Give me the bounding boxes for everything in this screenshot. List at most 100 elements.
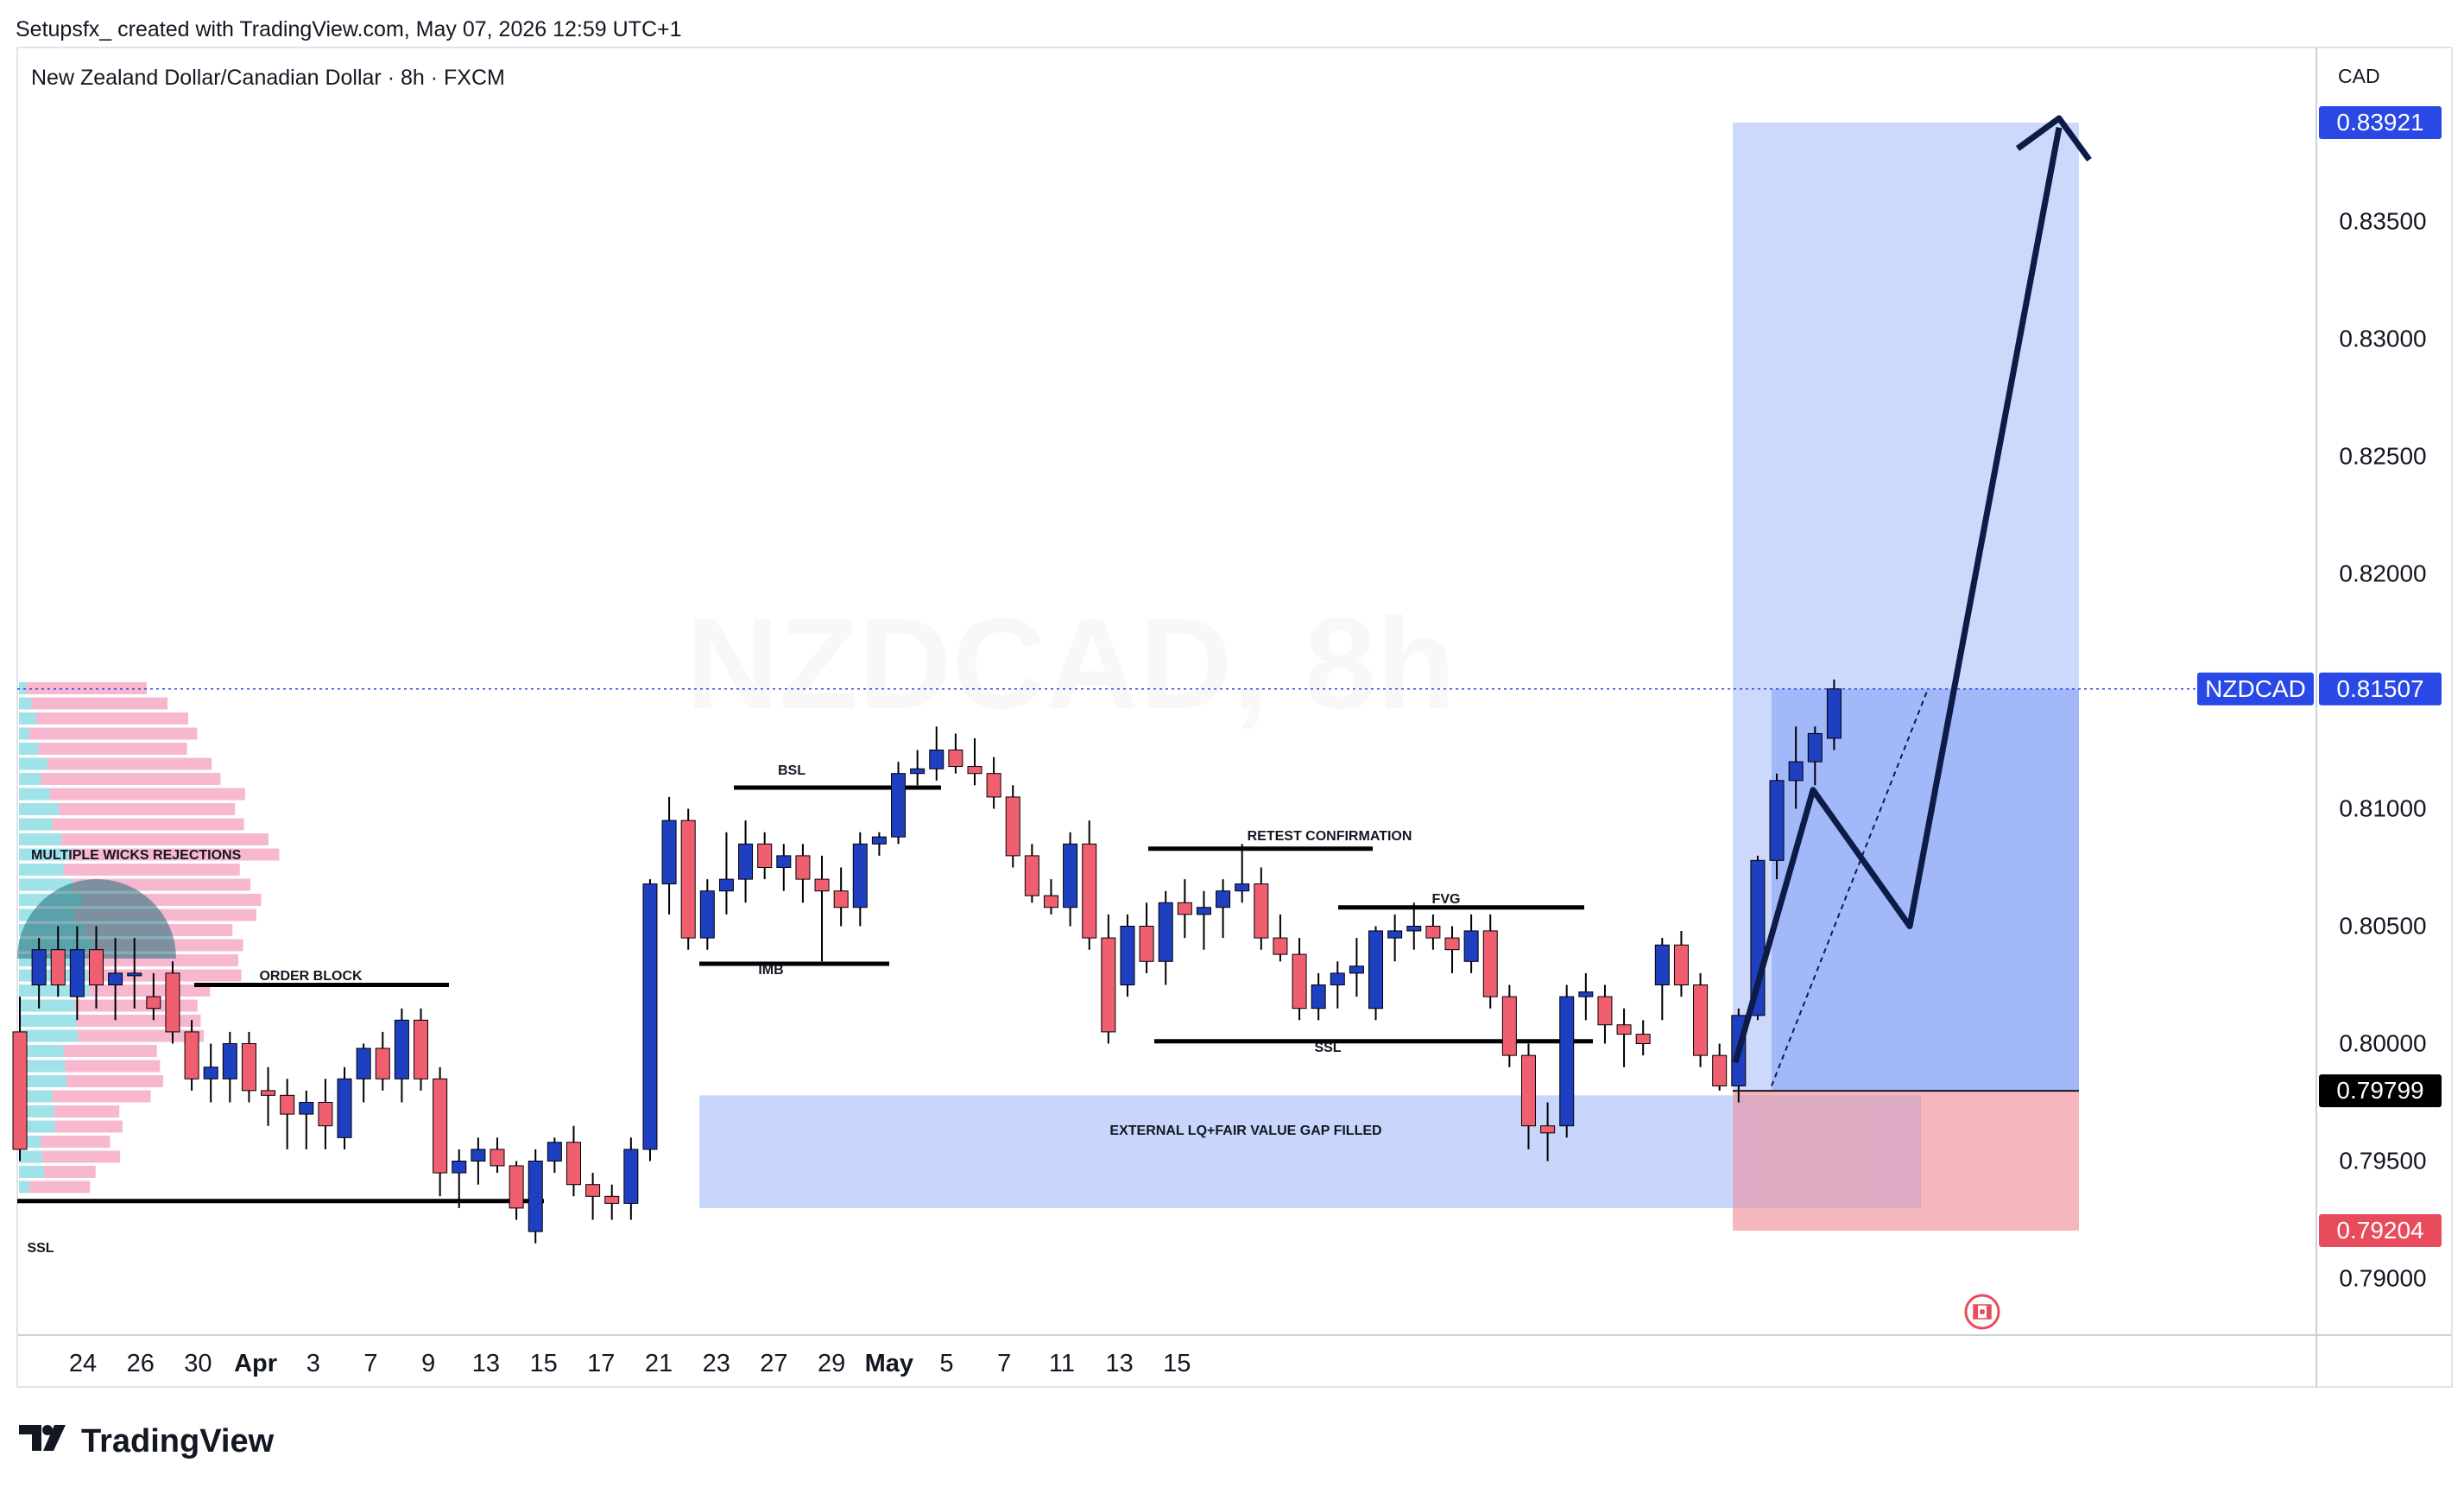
profile-bar-pink	[42, 1150, 121, 1163]
candle-body	[604, 1195, 620, 1204]
candle	[852, 832, 868, 927]
profile-bar-cyan	[19, 1181, 30, 1193]
candles-layer	[12, 679, 1842, 1244]
candle-body	[757, 843, 773, 868]
candle	[1463, 914, 1479, 973]
candle	[203, 1043, 218, 1103]
candle	[986, 756, 1001, 809]
flag-icon[interactable]	[1964, 1294, 2000, 1330]
profile-bar-cyan	[19, 757, 48, 770]
profile-bar-pink	[65, 1060, 161, 1073]
candle	[871, 832, 887, 856]
stop-price-tag: 0.79204	[2336, 1217, 2423, 1244]
time-tick: 30	[184, 1350, 212, 1377]
trend-dashed-line	[1771, 691, 1928, 1086]
candle-body	[433, 1078, 448, 1174]
candle	[1235, 844, 1250, 903]
price-axis[interactable]: 0.79000 0.79500 0.80000 0.80500 0.81000 0.815…	[2197, 105, 2442, 1292]
candle	[661, 796, 677, 915]
annotation-label: BSL	[778, 763, 806, 778]
candle-body	[948, 750, 963, 768]
candle-body	[299, 1102, 314, 1115]
candle-body	[929, 750, 945, 769]
profile-bar-cyan	[19, 803, 60, 815]
candle-body	[127, 972, 142, 977]
annotation-label: RETEST CONFIRMATION	[1248, 829, 1412, 844]
candle	[241, 1031, 256, 1103]
candle	[565, 1125, 581, 1197]
candle	[757, 832, 773, 880]
candle-body	[146, 996, 161, 1010]
candle-body	[852, 843, 868, 908]
candle	[433, 1067, 448, 1197]
projection-arrowhead	[2015, 115, 2092, 162]
profile-bar-pink	[87, 969, 242, 982]
candle-body	[375, 1048, 390, 1079]
candle	[69, 926, 85, 1021]
candle	[452, 1149, 467, 1208]
candle	[280, 1079, 295, 1149]
candle-body	[50, 949, 66, 985]
symbol-price-tag: NZDCAD	[2205, 675, 2306, 702]
candle-body	[1712, 1054, 1728, 1086]
candle	[1444, 926, 1460, 973]
target-price-tag-bg	[2319, 105, 2442, 139]
candle-body	[1196, 907, 1211, 915]
candle-body	[1216, 890, 1231, 908]
candle-body	[108, 972, 123, 986]
candle	[795, 844, 811, 903]
candle-body	[452, 1161, 467, 1174]
candle	[1273, 914, 1288, 962]
annotation-label: FVG	[1432, 892, 1461, 907]
candle	[1216, 879, 1231, 939]
profile-bar-cyan	[19, 743, 39, 755]
candle-body	[1444, 937, 1460, 951]
time-tick: 9	[421, 1350, 435, 1377]
entry-price-tag: 0.79799	[2336, 1077, 2423, 1104]
candle	[127, 938, 142, 1009]
candle-body	[680, 820, 696, 939]
candle	[146, 972, 161, 1021]
candle	[1005, 785, 1020, 868]
candle	[1158, 890, 1173, 985]
price-tick: 0.80000	[2339, 1030, 2426, 1057]
profile-bar-cyan	[19, 833, 61, 845]
candle	[1043, 879, 1058, 915]
candle	[1616, 1008, 1632, 1067]
candle-body	[1654, 944, 1670, 986]
candle-body	[565, 1142, 581, 1186]
candle	[1559, 984, 1575, 1138]
candle	[948, 733, 963, 774]
candle-body	[718, 878, 734, 892]
candle-body	[31, 949, 47, 985]
candle	[1387, 914, 1403, 962]
time-axis[interactable]: 24 26 30 Apr 3 7 9 13 15 17 21 23 27 29 May 5 7 11 13 15	[69, 1350, 1191, 1377]
candle-body	[547, 1142, 562, 1162]
candle-body	[509, 1165, 524, 1209]
candle-body	[1482, 930, 1498, 997]
profile-bar-pink	[52, 818, 244, 831]
candle-body	[776, 855, 792, 869]
candle-body	[1673, 944, 1689, 986]
profile-bar-pink	[52, 1090, 151, 1103]
candle	[776, 844, 792, 891]
candle	[1788, 726, 1804, 809]
candle-body	[222, 1043, 237, 1079]
candle-body	[1597, 996, 1613, 1026]
annotation-label: IMB	[758, 963, 783, 978]
candle	[718, 832, 734, 915]
candle-body	[1788, 761, 1804, 782]
candle	[1368, 926, 1384, 1021]
candle	[394, 1008, 409, 1103]
candle-body	[318, 1102, 333, 1127]
zone-overlap	[1733, 1095, 1921, 1208]
annotation-label: SSL	[1314, 1041, 1341, 1055]
time-tick: 15	[529, 1350, 557, 1377]
profile-bar-cyan	[19, 818, 53, 831]
candle-body	[1120, 926, 1135, 985]
candle-body	[184, 1031, 199, 1079]
tradingview-logo[interactable]: TradingView	[19, 1423, 275, 1459]
candle-body	[241, 1043, 256, 1092]
candle-body	[88, 949, 104, 985]
